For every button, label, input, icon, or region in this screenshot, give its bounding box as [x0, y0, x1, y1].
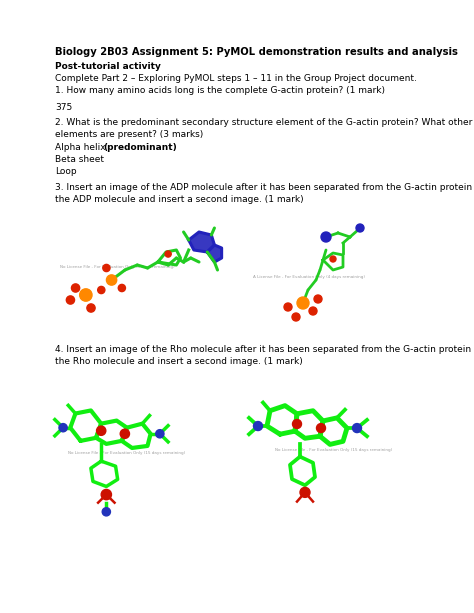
Text: elements are present? (3 marks): elements are present? (3 marks) — [55, 130, 203, 139]
Circle shape — [317, 424, 326, 433]
Circle shape — [309, 307, 317, 315]
Text: the ADP molecule and insert a second image. (1 mark): the ADP molecule and insert a second ima… — [55, 195, 304, 204]
Circle shape — [59, 424, 67, 432]
Circle shape — [102, 508, 110, 516]
Polygon shape — [189, 232, 214, 252]
Text: Loop: Loop — [55, 167, 77, 176]
Circle shape — [254, 422, 263, 430]
Circle shape — [101, 489, 111, 500]
Circle shape — [321, 232, 331, 242]
Text: 2. What is the predominant secondary structure element of the G-actin protein? W: 2. What is the predominant secondary str… — [55, 118, 474, 127]
Circle shape — [120, 429, 129, 438]
Circle shape — [156, 430, 164, 438]
Circle shape — [300, 487, 310, 497]
Circle shape — [107, 275, 117, 285]
Circle shape — [353, 424, 362, 433]
Text: 1. How many amino acids long is the complete G-actin protein? (1 mark): 1. How many amino acids long is the comp… — [55, 86, 385, 95]
Circle shape — [80, 289, 92, 301]
Circle shape — [87, 304, 95, 312]
Circle shape — [297, 297, 309, 309]
Circle shape — [292, 313, 300, 321]
Polygon shape — [207, 245, 222, 262]
Text: Alpha helix: Alpha helix — [55, 143, 109, 152]
Text: 375: 375 — [55, 103, 72, 112]
Circle shape — [165, 251, 171, 257]
Text: the Rho molecule and insert a second image. (1 mark): the Rho molecule and insert a second ima… — [55, 357, 303, 366]
Text: Beta sheet: Beta sheet — [55, 155, 104, 164]
Text: No License File - For Evaluation Only (4 days remaining): No License File - For Evaluation Only (4… — [60, 265, 175, 269]
Circle shape — [66, 296, 74, 304]
Circle shape — [284, 303, 292, 311]
Text: No License File - For Evaluation Only (15 days remaining): No License File - For Evaluation Only (1… — [68, 451, 185, 455]
Circle shape — [118, 284, 126, 292]
Circle shape — [98, 286, 105, 294]
Text: 4. Insert an image of the Rho molecule after it has been separated from the G-ac: 4. Insert an image of the Rho molecule a… — [55, 345, 474, 354]
Text: Biology 2B03 Assignment 5: PyMOL demonstration results and analysis: Biology 2B03 Assignment 5: PyMOL demonst… — [55, 47, 458, 57]
Circle shape — [292, 419, 301, 428]
Circle shape — [356, 224, 364, 232]
Circle shape — [314, 295, 322, 303]
Circle shape — [72, 284, 80, 292]
Circle shape — [97, 426, 106, 435]
Circle shape — [330, 256, 336, 262]
Text: (predominant): (predominant) — [103, 143, 177, 152]
Circle shape — [103, 264, 110, 272]
Text: 3. Insert an image of the ADP molecule after it has been separated from the G-ac: 3. Insert an image of the ADP molecule a… — [55, 183, 474, 192]
Text: A License File - For Evaluation Only (4 days remaining): A License File - For Evaluation Only (4 … — [253, 275, 365, 279]
Text: Complete Part 2 – Exploring PyMOL steps 1 – 11 in the Group Project document.: Complete Part 2 – Exploring PyMOL steps … — [55, 74, 417, 83]
Text: No License File - For Evaluation Only (15 days remaining): No License File - For Evaluation Only (1… — [275, 449, 392, 452]
Text: Post-tutorial activity: Post-tutorial activity — [55, 62, 161, 71]
